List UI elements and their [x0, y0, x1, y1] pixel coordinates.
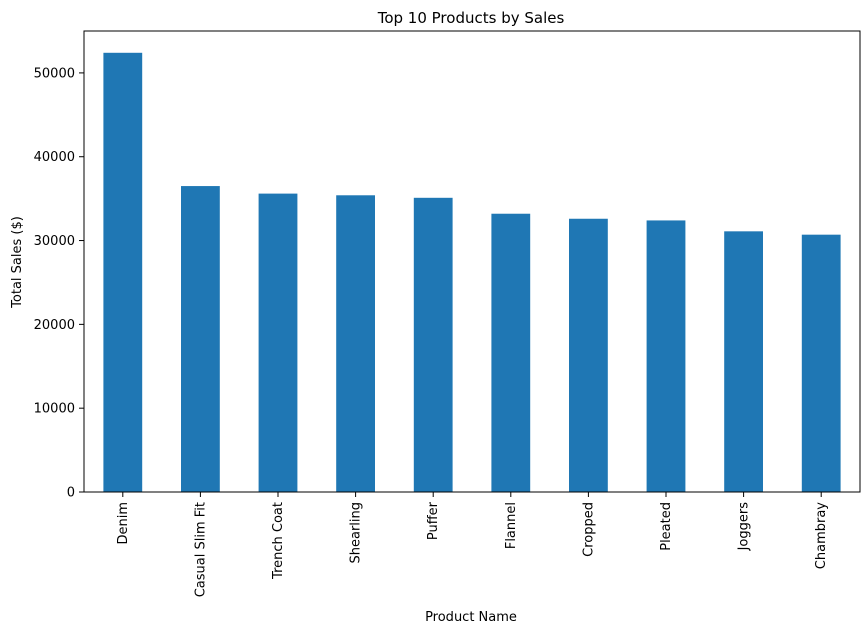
y-tick-label: 10000	[34, 402, 75, 417]
y-tick-label: 50000	[34, 66, 75, 81]
bar-9	[801, 234, 841, 493]
x-tick-label: Flannel	[504, 502, 519, 549]
bar-7	[646, 220, 686, 493]
x-tick-label: Pleated	[659, 502, 674, 551]
y-tick-label: 20000	[34, 318, 75, 333]
bar-4	[413, 197, 453, 492]
y-tick-label: 30000	[34, 234, 75, 249]
x-tick-label: Cropped	[581, 502, 596, 557]
x-tick-label: Joggers	[737, 502, 752, 552]
x-ticks-group: Denim Casual Slim Fit Trench Coat Shearling…	[116, 492, 829, 597]
x-tick-label: Denim	[116, 502, 131, 545]
x-tick-label: Shearling	[349, 502, 364, 564]
x-tick-label: Casual Slim Fit	[193, 502, 208, 597]
chart-title: Top 10 Products by Sales	[377, 9, 565, 27]
bar-1	[181, 186, 220, 492]
bar-0	[103, 52, 143, 493]
y-axis-label: Total Sales ($)	[10, 216, 25, 309]
bars-group	[103, 52, 841, 493]
y-tick-label: 0	[67, 486, 75, 501]
bar-5	[491, 213, 531, 492]
y-ticks-group: 0 10000 20000 30000 40000 50000	[34, 66, 84, 501]
x-tick-label: Chambray	[814, 502, 829, 570]
bar-8	[724, 231, 763, 493]
bar-6	[569, 218, 608, 492]
bar-3	[336, 195, 375, 492]
x-axis-label: Product Name	[425, 610, 517, 625]
y-tick-label: 40000	[34, 150, 75, 165]
bar-2	[258, 193, 298, 492]
x-tick-label: Trench Coat	[271, 502, 286, 580]
x-tick-label: Puffer	[426, 501, 441, 540]
plot-frame	[83, 30, 861, 493]
